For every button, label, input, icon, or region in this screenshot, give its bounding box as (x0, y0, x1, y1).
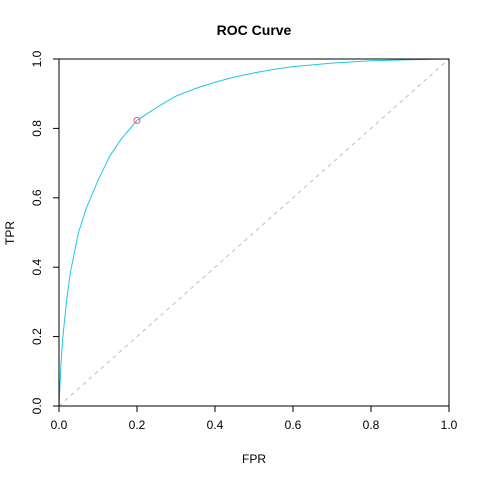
y-tick-label: 0.2 (30, 328, 44, 345)
x-tick-label: 1.0 (441, 418, 458, 432)
x-tick-label: 0.2 (129, 418, 146, 432)
x-tick-label: 0.6 (285, 418, 302, 432)
chart-title: ROC Curve (217, 22, 292, 38)
chance-diagonal-line (58, 58, 450, 407)
y-tick-label: 1.0 (30, 50, 44, 67)
y-tick-label: 0.0 (30, 397, 44, 414)
x-tick-label: 0.4 (207, 418, 224, 432)
y-tick-label: 0.4 (30, 259, 44, 276)
x-tick-label: 0.0 (51, 418, 68, 432)
plot-frame (58, 58, 450, 407)
y-tick-label: 0.6 (30, 189, 44, 206)
x-tick-label: 0.8 (363, 418, 380, 432)
plot-area: 0.0 0.2 0.4 0.6 0.8 1.0 0.0 0.2 0.4 0.6 0.8 1.0 (30, 50, 458, 432)
operating-point-marker (133, 116, 141, 124)
y-axis-label: TPR (3, 221, 17, 245)
roc-curve-line (58, 58, 450, 407)
x-axis-label: FPR (242, 452, 266, 466)
y-tick-label: 0.8 (30, 120, 44, 137)
